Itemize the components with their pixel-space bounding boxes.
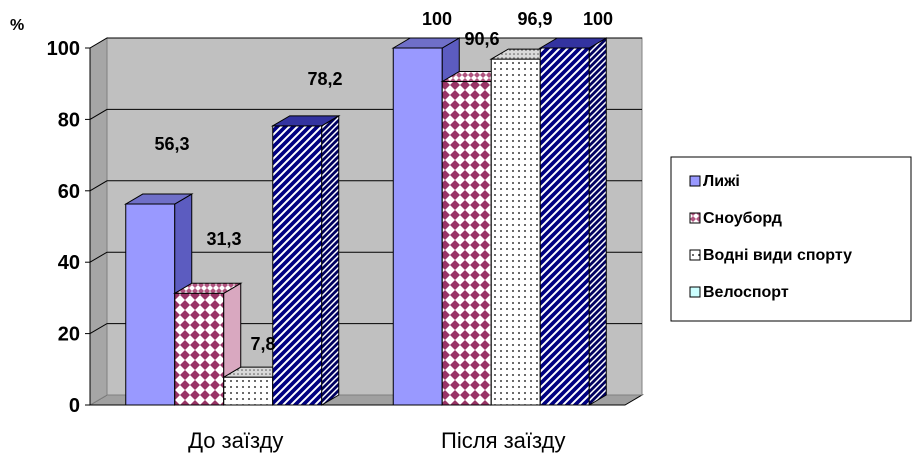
legend-swatch [689,175,701,187]
legend-swatch [689,212,701,224]
plot-side-wall [89,37,108,406]
legend: Лижі Сноуборд Водні види спорту Велоспорт [670,156,912,322]
y-tick-label: 80 [58,109,80,131]
data-label-2-0: 7,8 [250,334,275,354]
bar-front [272,125,323,406]
bar-front [392,47,443,406]
y-tick-label: 40 [58,252,80,274]
bar-front [125,203,176,406]
bar-front [174,292,225,406]
data-label-0-1: 100 [422,9,452,29]
legend-item-1: Сноуборд [689,210,782,227]
legend-label: Велоспорт [703,284,789,301]
bar-top [123,193,194,205]
gridline [89,37,642,49]
legend-item-2: Водні види спорту [689,247,852,264]
x-category-label-0: До заїзду [188,428,283,453]
data-label-1-0: 31,3 [206,229,241,249]
bar-top [172,282,243,294]
data-label-3-0: 78,2 [307,69,342,89]
legend-item-3: Велоспорт [689,284,789,301]
legend-label: Водні види спорту [703,247,852,264]
bar-3-1 [538,37,609,406]
bar-front [223,376,274,406]
data-label-1-1: 90,6 [464,29,499,49]
legend-label: Лижі [703,173,740,190]
x-category-label-1: Після заїзду [441,428,565,453]
data-label-2-1: 96,9 [517,9,552,29]
bar-side [321,114,340,406]
bar-front [441,81,492,406]
legend-item-0: Лижі [689,173,740,190]
bar-front [490,58,541,406]
y-tick-label: 60 [58,181,80,203]
y-axis-unit: % [10,17,24,34]
x-axis-labels: До заїзду Після заїзду [188,428,565,453]
data-label-0-0: 56,3 [154,134,189,154]
bar-front [539,47,590,406]
bar-top [270,115,341,127]
data-label-3-1: 100 [583,9,613,29]
legend-swatch [689,249,701,261]
bar-side [588,37,607,406]
data-labels: 56,3 100 31,3 90,6 7,8 96,9 78,2 100 [154,9,613,354]
y-tick-label: 0 [69,395,80,417]
legend-box [670,156,912,322]
y-tick-label: 20 [58,324,80,346]
y-tick-label: 100 [47,38,80,60]
bars [123,37,609,406]
legend-label: Сноуборд [703,210,782,227]
bar-3-0 [270,114,341,406]
bar-top [391,37,462,49]
bar-top [538,37,609,49]
legend-swatch [689,286,701,298]
